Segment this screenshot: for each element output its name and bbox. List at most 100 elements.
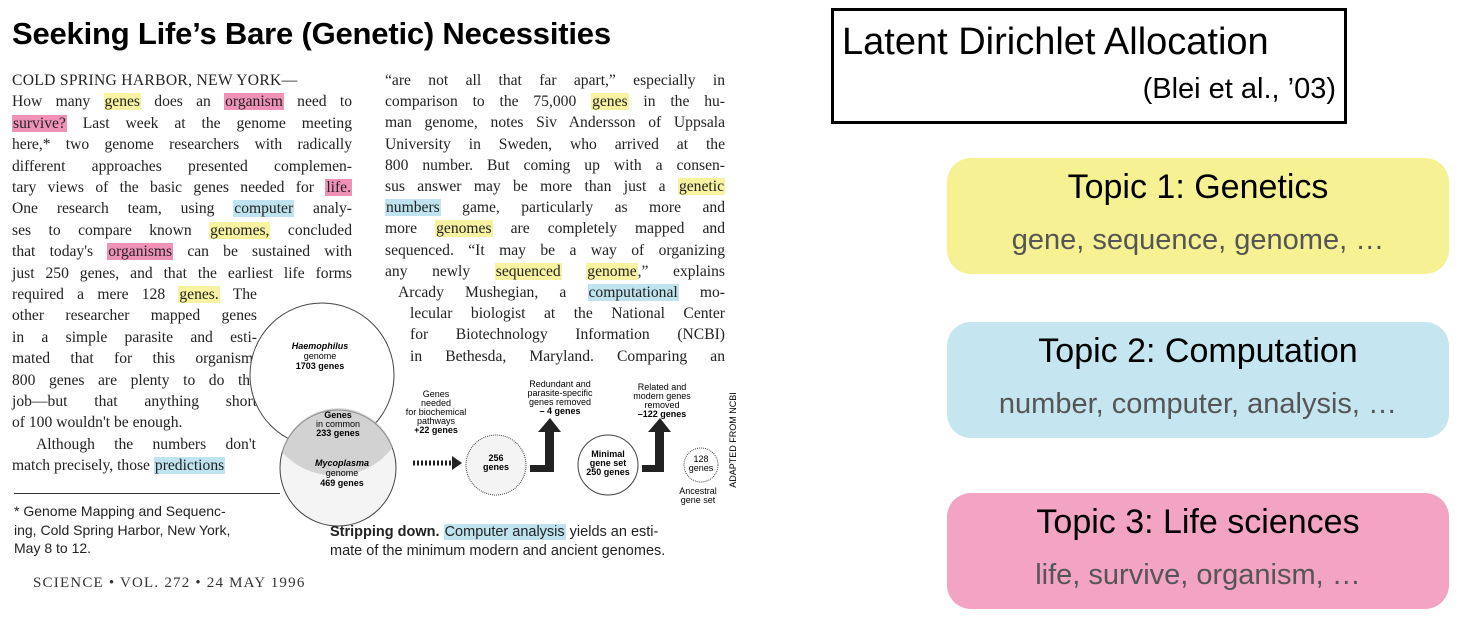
article-line: tary views of the basic genes needed for… xyxy=(12,178,352,197)
article-line: lecular biologist at the National Center xyxy=(410,304,725,323)
step-circle xyxy=(465,434,527,496)
figure-label: gene set xyxy=(590,458,627,468)
footnote-line: May 8 to 12. xyxy=(14,540,92,556)
figure-label: Genes xyxy=(324,410,352,420)
highlighted-word: genes xyxy=(103,93,142,111)
figure-label: Ancestral xyxy=(679,486,717,496)
highlighted-word: organism xyxy=(224,93,284,111)
topic-box: Topic 1: Genetics gene, sequence, genome,… xyxy=(947,158,1449,274)
text-run: Although the numbers don't xyxy=(36,435,256,453)
text-run: tary views of the basic genes needed for xyxy=(12,179,326,196)
figure-label: gene set xyxy=(681,495,716,505)
article-line: required a mere 128 genes. The xyxy=(12,285,257,304)
text-run: COLD SPRING HARBOR, NEW YORK— xyxy=(12,72,298,89)
article-line: comparison to the 75,000 genes in the hu… xyxy=(385,92,725,111)
highlighted-word: genetic xyxy=(677,178,725,195)
highlighted-word: numbers xyxy=(385,199,441,217)
article-line: that today's organisms can be sustained … xyxy=(12,242,352,261)
highlighted-word: genomes, xyxy=(209,221,271,239)
text-run: just 250 genes, and that the earliest li… xyxy=(12,264,352,282)
article-line: in a simple parasite and esti- xyxy=(12,328,257,347)
text-run: mo- xyxy=(678,284,725,301)
footnote-rule xyxy=(14,493,280,494)
figure-label: Redundant and xyxy=(529,379,591,389)
caption-line: Stripping down. Computer analysis yields… xyxy=(330,524,658,540)
article-title: Seeking Life’s Bare (Genetic) Necessitie… xyxy=(12,16,611,51)
topic-words: number, computer, analysis, … xyxy=(998,388,1398,420)
topic-box: Topic 2: Computation number, computer, an… xyxy=(947,322,1449,438)
figure-label: parasite-specific xyxy=(527,388,593,398)
text-run: lecular biologist at the National Center xyxy=(410,305,725,323)
article-line: man genome, notes Siv Andersson of Uppsa… xyxy=(385,113,725,132)
text-run: 800 genes are plenty to do the xyxy=(12,371,257,389)
figure-label: – 4 genes xyxy=(539,406,580,416)
figure-label: needed xyxy=(421,398,451,408)
text-run: Last week at the genome meeting xyxy=(66,114,352,132)
highlighted-word: computer xyxy=(233,200,295,218)
text-run: University in Sweden, who arrived at the xyxy=(385,135,725,153)
figure-label: 469 genes xyxy=(320,478,364,488)
text-run: job—but that anything short xyxy=(12,393,257,410)
arrow-head xyxy=(452,456,462,470)
highlighted-word: Computer analysis xyxy=(443,524,566,540)
article-line: survive? Last week at the genome meeting xyxy=(12,114,352,133)
journal-footer: SCIENCE • VOL. 272 • 24 MAY 1996 xyxy=(33,575,306,591)
article-line: Arcady Mushegian, a computational mo- xyxy=(398,283,725,302)
topic-words: life, survive, organism, … xyxy=(1035,559,1361,591)
text-run: Stripping down. xyxy=(330,524,440,540)
topic-title: Topic 3: Life sciences xyxy=(1036,503,1360,541)
figure-label: Mycoplasma xyxy=(315,458,369,468)
article-line: other researcher mapped genes xyxy=(12,306,257,325)
text-run: match precisely, those xyxy=(12,457,154,475)
figure-label: genome xyxy=(326,468,359,478)
article-line: match precisely, those predictions xyxy=(12,456,277,475)
highlighted-word: genes xyxy=(591,93,629,111)
figure-label: genes xyxy=(689,463,714,473)
footnote-line: * Genome Mapping and Sequenc- xyxy=(14,503,226,519)
article-line: sequenced. “It may be a way of organizin… xyxy=(385,241,725,260)
article-line: 800 number. But coming up with a consen- xyxy=(385,156,725,175)
article-line: for Biotechnology Information (NCBI) xyxy=(410,325,725,344)
article-line: COLD SPRING HARBOR, NEW YORK— xyxy=(12,71,352,90)
figure-label: 1703 genes xyxy=(296,361,345,371)
highlighted-word: genomes xyxy=(435,220,493,238)
text-run: in the hu- xyxy=(628,93,725,111)
text-run: more xyxy=(385,220,436,238)
figure-label: 233 genes xyxy=(316,428,360,438)
article-line: of 100 wouldn't be enough. xyxy=(12,413,257,432)
text-run: required a mere 128 xyxy=(12,286,179,303)
highlighted-word: predictions xyxy=(153,457,226,475)
text-run: sequenced. “It may be a way of organizin… xyxy=(385,241,725,259)
article-line: University in Sweden, who arrived at the xyxy=(385,135,725,154)
text-run: sus answer may be more than just a xyxy=(385,178,678,195)
article-line: more genomes are completely mapped and xyxy=(385,219,725,238)
article-line: here,* two genome researchers with radic… xyxy=(12,135,352,154)
figure-label: Haemophilus xyxy=(292,341,349,351)
figure-label: modern genes xyxy=(633,391,691,401)
figure-label: 256 xyxy=(488,453,503,463)
text-run: yields an esti- xyxy=(565,524,659,540)
figure-label: genes removed xyxy=(529,397,591,407)
figure-label: pathways xyxy=(417,416,456,426)
text-run: in Bethesda, Maryland. Comparing an xyxy=(410,347,725,365)
minimal-circle xyxy=(577,434,639,496)
text-run: The xyxy=(219,286,257,303)
article-line: numbers game, particularly as more and xyxy=(385,198,725,217)
highlighted-word: genome xyxy=(586,262,638,280)
article-line: in Bethesda, Maryland. Comparing an xyxy=(410,347,725,366)
text-run: mated that for this organism, xyxy=(12,350,257,368)
figure-label: genes xyxy=(483,462,509,472)
text-run: other researcher mapped genes xyxy=(12,307,257,325)
model-citation: (Blei et al., ’03) xyxy=(1142,73,1336,105)
article-line: sus answer may be more than just a genet… xyxy=(385,177,725,196)
figure-label: –122 genes xyxy=(638,409,687,419)
figure-label: +22 genes xyxy=(414,425,458,435)
article-line: One research team, using computer analy- xyxy=(12,199,352,218)
highlighted-word: organisms xyxy=(107,243,174,261)
text-run: does an xyxy=(141,93,225,111)
model-title: Latent Dirichlet Allocation xyxy=(842,21,1269,63)
text-run: here,* two genome researchers with radic… xyxy=(12,136,352,154)
text-run: any newly xyxy=(385,262,495,280)
footnote-line: ing, Cold Spring Harbor, New York, xyxy=(14,521,231,538)
